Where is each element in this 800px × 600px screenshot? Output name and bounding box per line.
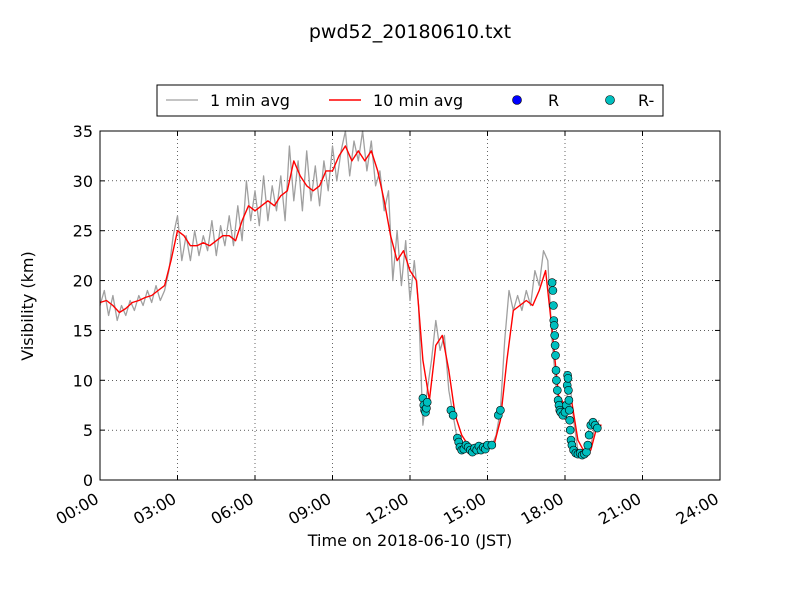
y-tick-labels: 0 5 10 15 20 25 30 35 <box>73 122 93 490</box>
marker-r-minus <box>565 415 575 425</box>
series-10-min-avg <box>99 145 602 453</box>
marker-r-minus <box>550 341 560 350</box>
legend-marker-r <box>512 95 522 105</box>
marker-r-minus <box>551 351 560 360</box>
series-r-minus-markers <box>418 278 602 460</box>
marker-r-minus <box>448 410 458 420</box>
marker-r-minus <box>563 373 573 383</box>
marker-r-minus <box>487 440 497 450</box>
marker-r-minus <box>583 440 593 450</box>
axis-ticks <box>99 130 721 481</box>
marker-r-minus <box>548 286 558 295</box>
legend: 1 min avg 10 min avg R R- <box>156 84 664 117</box>
marker-r-minus <box>551 365 561 375</box>
marker-r-minus <box>592 423 602 433</box>
plot-area <box>100 131 720 480</box>
series-1-min-avg <box>99 130 600 456</box>
chart-title: pwd52_20180610.txt <box>309 21 511 43</box>
marker-r-minus <box>547 278 557 287</box>
x-axis-label: Time on 2018-06-10 (JST) <box>307 531 512 550</box>
y-tick-label: 15 <box>73 321 93 340</box>
marker-r-minus <box>564 405 574 415</box>
y-tick-label: 30 <box>73 172 93 191</box>
marker-r-minus <box>549 301 558 310</box>
legend-label-10-min-avg: 10 min avg <box>373 91 463 110</box>
y-tick-label: 20 <box>73 272 93 291</box>
y-axis-label: Visibility (km) <box>18 251 37 360</box>
marker-r-minus <box>422 397 432 407</box>
y-tick-label: 35 <box>73 122 93 141</box>
marker-r-minus <box>564 395 574 405</box>
y-tick-label: 10 <box>73 371 93 390</box>
legend-marker-r-minus <box>605 95 615 105</box>
legend-label-r-minus: R- <box>638 91 654 110</box>
marker-r-minus <box>550 331 560 340</box>
marker-r-minus <box>582 447 591 457</box>
line-1-min-avg <box>99 130 600 456</box>
y-tick-label: 25 <box>73 222 93 241</box>
y-tick-label: 0 <box>83 471 93 490</box>
marker-r-minus <box>584 430 594 440</box>
line-10-min-avg <box>99 145 602 453</box>
legend-box <box>156 84 664 117</box>
legend-label-r: R <box>548 91 559 110</box>
marker-r-minus <box>552 375 561 385</box>
marker-r-minus <box>549 321 559 330</box>
legend-label-1-min-avg: 1 min avg <box>210 91 290 110</box>
marker-r-minus <box>552 385 562 395</box>
marker-r-minus <box>496 405 505 415</box>
marker-r-minus <box>564 385 573 395</box>
marker-r-minus <box>565 425 575 435</box>
y-tick-label: 5 <box>83 421 93 440</box>
